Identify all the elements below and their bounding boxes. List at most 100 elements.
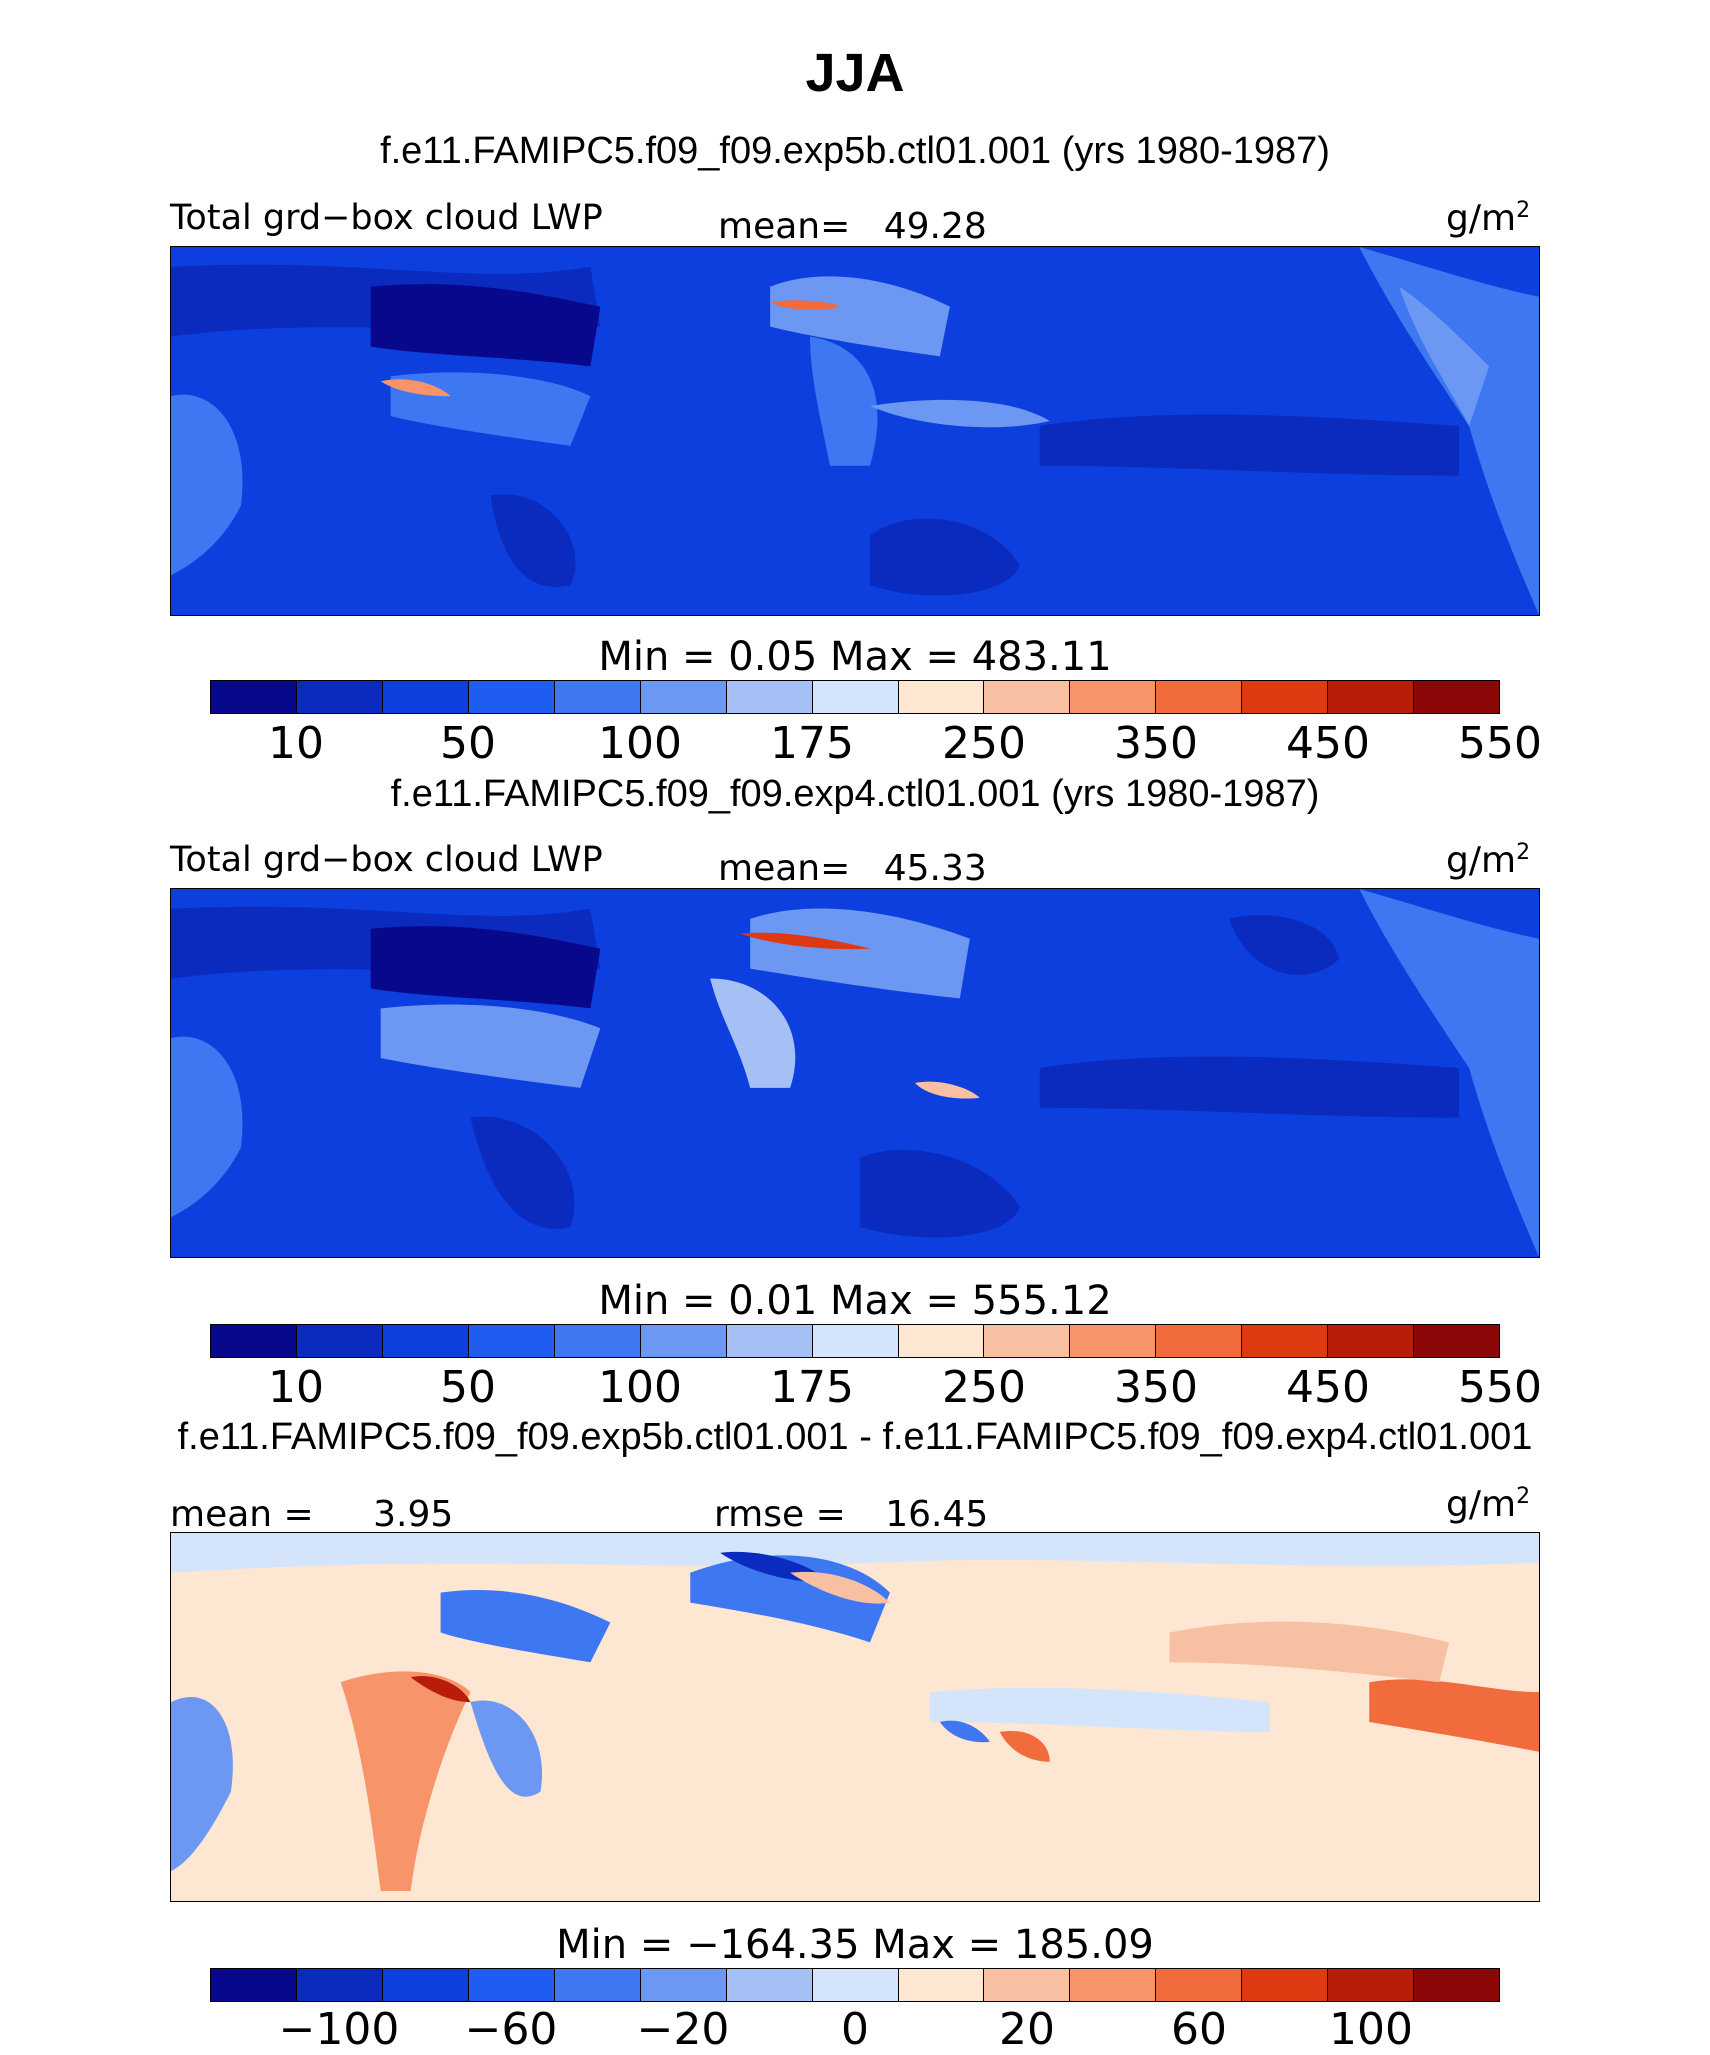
panel2-colorbar-ticks: 10 50 100 175 250 350 450 550 [210, 1362, 1542, 1413]
colorbar-box [211, 1325, 297, 1357]
colorbar-box [468, 1325, 555, 1357]
panel2-minmax: Min = 0.01 Max = 555.12 [598, 1278, 1112, 1324]
colorbar-box [726, 681, 813, 713]
panel3-units: g/m2 [1446, 1484, 1530, 1525]
colorbar-box [726, 1969, 813, 2001]
panel1-mean-label: mean= [718, 206, 851, 247]
colorbar-box [984, 1969, 1071, 2001]
panel3-units-base: g/m [1446, 1484, 1517, 1525]
colorbar-tick-label: 175 [770, 718, 854, 769]
panel3-rmse-label: rmse = [714, 1494, 846, 1535]
colorbar-box [1156, 681, 1243, 713]
colorbar-box [984, 681, 1071, 713]
colorbar-tick-label: 350 [1114, 1362, 1198, 1413]
colorbar-tick-label: −20 [636, 2004, 730, 2055]
colorbar-box [1328, 1325, 1415, 1357]
colorbar-box [296, 1969, 383, 2001]
colorbar-box [812, 1325, 899, 1357]
colorbar-box [640, 681, 727, 713]
colorbar-box [382, 681, 469, 713]
panel2-variable-label: Total grd−box cloud LWP [170, 840, 603, 880]
colorbar-box [898, 1325, 985, 1357]
panel2-units-sup: 2 [1516, 840, 1531, 865]
colorbar-tick-label: 250 [942, 718, 1026, 769]
colorbar-tick-label: 50 [440, 718, 496, 769]
colorbar-tick-label: 0 [841, 2004, 869, 2055]
colorbar-box [1328, 681, 1415, 713]
colorbar-box [1414, 1325, 1500, 1357]
panel1-map-field [171, 247, 1539, 615]
panel3-rmse-value: 16.45 [885, 1494, 989, 1535]
colorbar-tick-label: 100 [1329, 2004, 1413, 2055]
panel1-map [170, 246, 1540, 616]
colorbar-box [1242, 1325, 1329, 1357]
panel2-subtitle: f.e11.FAMIPC5.f09_f09.exp4.ctl01.001 (yr… [390, 773, 1320, 815]
panel2-map [170, 888, 1540, 1258]
panel2-map-field [171, 889, 1539, 1257]
panel3-rmse: rmse = 16.45 [714, 1494, 988, 1535]
colorbar-tick-label: 100 [598, 1362, 682, 1413]
panel1-subtitle: f.e11.FAMIPC5.f09_f09.exp5b.ctl01.001 (y… [380, 130, 1330, 172]
colorbar-box [1242, 1969, 1329, 2001]
colorbar-box [640, 1325, 727, 1357]
colorbar-box [211, 1969, 297, 2001]
colorbar-box [1070, 1325, 1157, 1357]
page-title: JJA [805, 43, 905, 103]
colorbar-tick-label: 50 [440, 1362, 496, 1413]
colorbar-tick-label: 250 [942, 1362, 1026, 1413]
colorbar-tick-label: −100 [278, 2004, 400, 2055]
panel1-units: g/m2 [1446, 198, 1530, 239]
panel3-mean-value: 3.95 [373, 1494, 454, 1535]
colorbar-box [554, 1325, 641, 1357]
colorbar-box [1070, 1969, 1157, 2001]
colorbar-box [468, 1969, 555, 2001]
panel2-units: g/m2 [1446, 840, 1530, 881]
colorbar-tick-label: 550 [1458, 1362, 1542, 1413]
colorbar-tick-label: 60 [1171, 2004, 1227, 2055]
colorbar-box [296, 1325, 383, 1357]
colorbar-box [1156, 1325, 1243, 1357]
colorbar-box [812, 681, 899, 713]
colorbar-box [1414, 681, 1500, 713]
panel1-colorbar-ticks: 10 50 100 175 250 350 450 550 [210, 718, 1542, 769]
panel1-mean: mean= 49.28 [718, 206, 987, 247]
panel3-colorbar [210, 1968, 1500, 2002]
colorbar-tick-label: 10 [268, 1362, 324, 1413]
panel1-colorbar [210, 680, 1500, 714]
colorbar-box [812, 1969, 899, 2001]
colorbar-box [726, 1325, 813, 1357]
colorbar-box [1414, 1969, 1500, 2001]
colorbar-box [1328, 1969, 1415, 2001]
colorbar-tick-label: 20 [999, 2004, 1055, 2055]
colorbar-tick-label: 350 [1114, 718, 1198, 769]
colorbar-box [640, 1969, 727, 2001]
colorbar-tick-label: 450 [1286, 718, 1370, 769]
colorbar-box [296, 681, 383, 713]
panel2-mean-label: mean= [718, 848, 851, 889]
panel2-colorbar [210, 1324, 1500, 1358]
panel1-units-base: g/m [1446, 198, 1517, 239]
panel3-mean: mean = 3.95 [170, 1494, 453, 1535]
colorbar-box [468, 681, 555, 713]
colorbar-box [382, 1325, 469, 1357]
colorbar-box [898, 681, 985, 713]
panel1-minmax: Min = 0.05 Max = 483.11 [598, 634, 1112, 680]
panel3-colorbar-ticks: −100 −60 −20 0 20 60 100 [210, 2004, 1500, 2055]
colorbar-box [554, 681, 641, 713]
colorbar-box [1070, 681, 1157, 713]
panel3-units-sup: 2 [1516, 1484, 1531, 1509]
colorbar-box [382, 1969, 469, 2001]
colorbar-box [1242, 681, 1329, 713]
colorbar-box [898, 1969, 985, 2001]
panel3-minmax: Min = −164.35 Max = 185.09 [556, 1922, 1154, 1968]
colorbar-tick-label: 175 [770, 1362, 854, 1413]
colorbar-box [554, 1969, 641, 2001]
colorbar-tick-label: 100 [598, 718, 682, 769]
colorbar-tick-label: −60 [464, 2004, 558, 2055]
panel3-map [170, 1532, 1540, 1902]
panel2-mean-value: 45.33 [883, 848, 987, 889]
panel2-units-base: g/m [1446, 840, 1517, 881]
colorbar-tick-label: 450 [1286, 1362, 1370, 1413]
colorbar-tick-label: 550 [1458, 718, 1542, 769]
panel1-variable-label: Total grd−box cloud LWP [170, 198, 603, 238]
